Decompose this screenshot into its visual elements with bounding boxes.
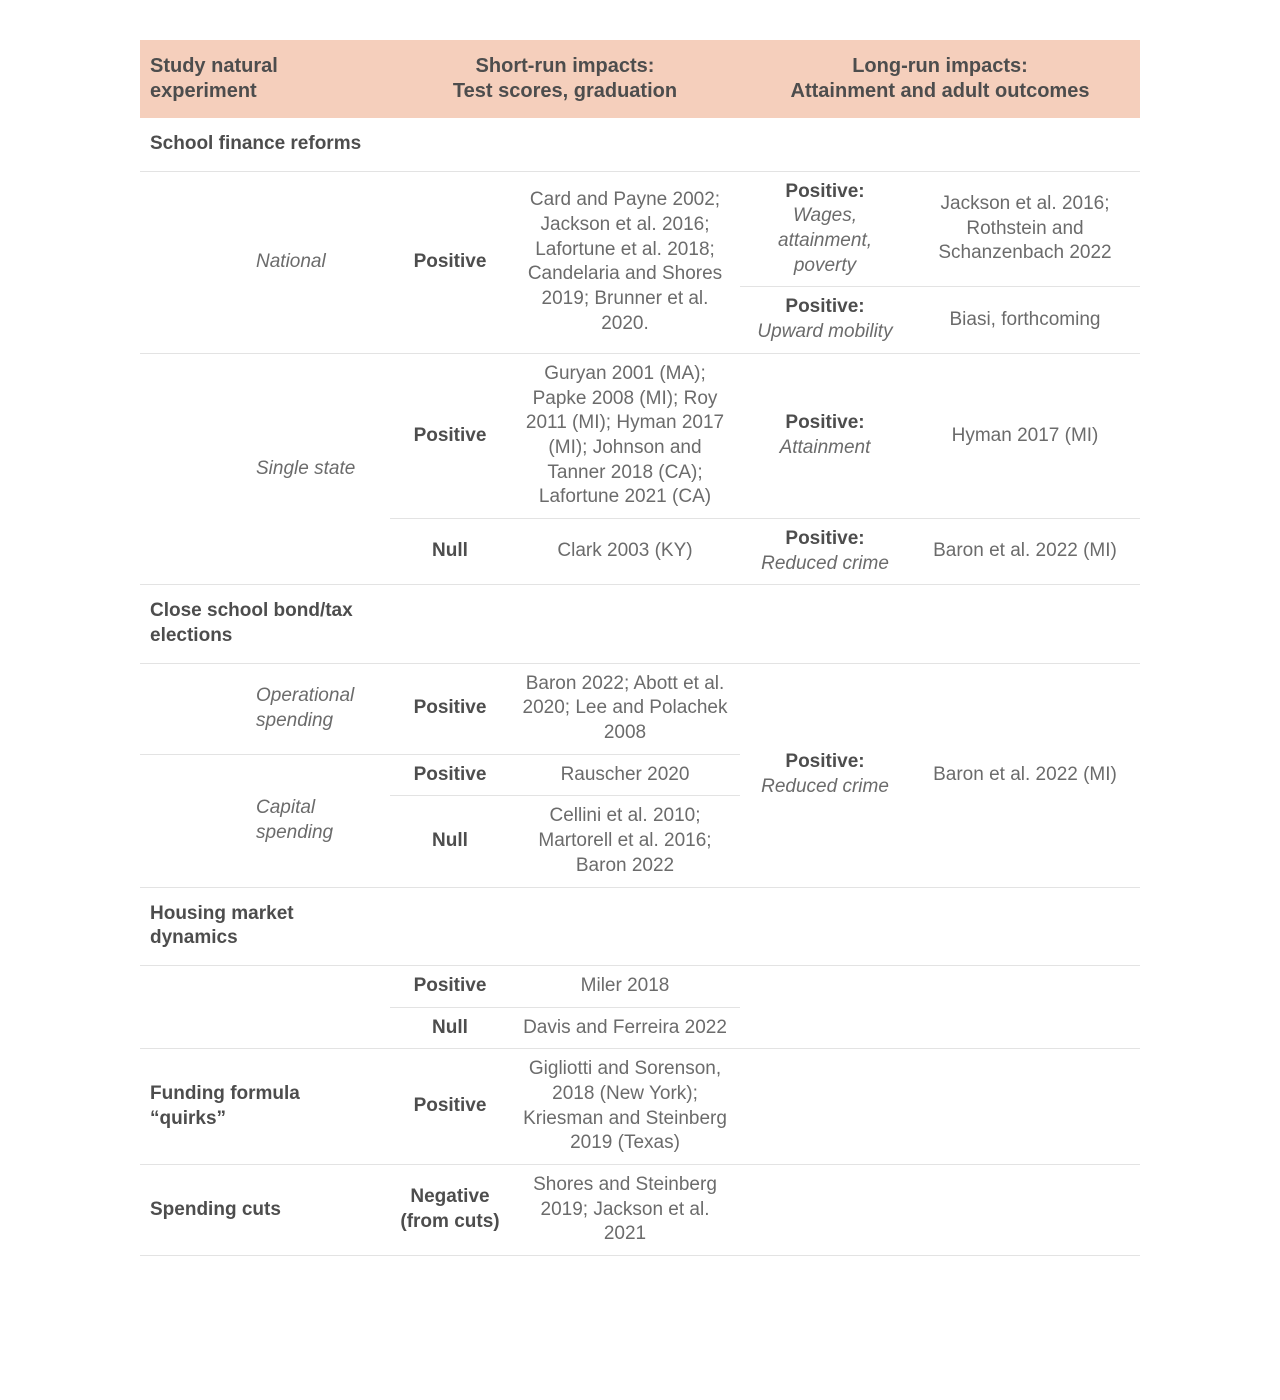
- cell-empty: [740, 965, 910, 1048]
- cites-elections-long: Baron et al. 2022 (MI): [910, 663, 1140, 887]
- section-row-housing: Housing market dynamics: [140, 887, 1140, 965]
- cell-empty: [140, 1007, 250, 1049]
- row-operational: Operational spending Positive Baron 2022…: [140, 663, 1140, 754]
- result-singlestate-long2-sub: Reduced crime: [750, 552, 900, 577]
- result-housing-short2: Null: [390, 1007, 510, 1049]
- header-row: Study natural experiment Short-run impac…: [140, 40, 1140, 118]
- result-capital-short1: Positive: [390, 754, 510, 796]
- result-elections-long-sub: Reduced crime: [750, 775, 900, 800]
- section-title-quirks: Funding formula “quirks”: [140, 1049, 390, 1165]
- result-national-long1-label: Positive:: [750, 180, 900, 205]
- cell-empty: [740, 1049, 910, 1165]
- row-cuts: Spending cuts Negative (from cuts) Shore…: [140, 1165, 1140, 1256]
- cites-singlestate-short2: Clark 2003 (KY): [510, 518, 740, 584]
- result-singlestate-long1-sub: Attainment: [750, 436, 900, 461]
- cites-operational-short: Baron 2022; Abott et al. 2020; Lee and P…: [510, 663, 740, 754]
- label-capital-spending: Capital spending: [250, 754, 390, 887]
- cites-housing-short1: Miler 2018: [510, 965, 740, 1007]
- result-quirks-short: Positive: [390, 1049, 510, 1165]
- result-elections-long-label: Positive:: [750, 750, 900, 775]
- result-singlestate-long1-label: Positive:: [750, 411, 900, 436]
- cell-empty: [140, 965, 250, 1007]
- row-housing-1: Positive Miler 2018: [140, 965, 1140, 1007]
- label-operational-spending: Operational spending: [250, 663, 390, 754]
- result-housing-short1: Positive: [390, 965, 510, 1007]
- section-row-sfr: School finance reforms: [140, 118, 1140, 171]
- cell-empty: [910, 1049, 1140, 1165]
- label-single-state: Single state: [250, 353, 390, 585]
- result-singlestate-long2: Positive: Reduced crime: [740, 518, 910, 584]
- section-title-cuts: Spending cuts: [140, 1165, 390, 1256]
- cell-empty: [250, 1007, 390, 1049]
- result-national-long2: Positive: Upward mobility: [740, 287, 910, 353]
- result-national-long2-label: Positive:: [750, 295, 900, 320]
- cell-empty: [910, 965, 1140, 1048]
- cell-empty: [250, 965, 390, 1007]
- cites-national-short: Card and Payne 2002; Jackson et al. 2016…: [510, 171, 740, 353]
- header-col3: Long-run impacts:Attainment and adult ou…: [740, 40, 1140, 118]
- result-singlestate-long1: Positive: Attainment: [740, 353, 910, 518]
- cell-empty: [140, 1256, 1140, 1257]
- header-col1: Study natural experiment: [140, 40, 390, 118]
- section-title-elections: Close school bond/tax elections: [140, 585, 390, 663]
- section-row-elections: Close school bond/tax elections: [140, 585, 1140, 663]
- row-single-state-1: Single state Positive Guryan 2001 (MA); …: [140, 353, 1140, 518]
- cell-empty: [140, 754, 250, 796]
- cites-capital-short1: Rauscher 2020: [510, 754, 740, 796]
- cell-empty: [140, 287, 250, 353]
- cell-empty: [390, 118, 1140, 171]
- result-singlestate-long2-label: Positive:: [750, 527, 900, 552]
- row-quirks: Funding formula “quirks” Positive Giglio…: [140, 1049, 1140, 1165]
- result-national-short: Positive: [390, 171, 510, 353]
- section-title-sfr: School finance reforms: [140, 118, 390, 171]
- result-singlestate-short2: Null: [390, 518, 510, 584]
- cell-empty: [140, 353, 250, 518]
- cites-housing-short2: Davis and Ferreira 2022: [510, 1007, 740, 1049]
- cites-national-long1: Jackson et al. 2016; Rothstein and Schan…: [910, 171, 1140, 287]
- header-col2: Short-run impacts:Test scores, graduatio…: [390, 40, 740, 118]
- result-national-long1: Positive: Wages, attainment, poverty: [740, 171, 910, 287]
- cites-singlestate-short1: Guryan 2001 (MA); Papke 2008 (MI); Roy 2…: [510, 353, 740, 518]
- cell-empty: [140, 796, 250, 887]
- cell-empty: [390, 585, 1140, 663]
- literature-summary-table: Study natural experiment Short-run impac…: [140, 40, 1140, 1256]
- section-title-housing: Housing market dynamics: [140, 887, 390, 965]
- result-capital-short2: Null: [390, 796, 510, 887]
- result-singlestate-short1: Positive: [390, 353, 510, 518]
- label-national: National: [250, 171, 390, 353]
- cites-cuts-short: Shores and Steinberg 2019; Jackson et al…: [510, 1165, 740, 1256]
- cites-singlestate-long2: Baron et al. 2022 (MI): [910, 518, 1140, 584]
- table: Study natural experiment Short-run impac…: [140, 40, 1140, 1256]
- cell-empty: [140, 663, 250, 754]
- result-national-long1-sub: Wages, attainment, poverty: [750, 204, 900, 278]
- cell-empty: [910, 1165, 1140, 1256]
- result-operational-short: Positive: [390, 663, 510, 754]
- cell-empty: [140, 518, 250, 584]
- cell-empty: [740, 1165, 910, 1256]
- cites-capital-short2: Cellini et al. 2010; Martorell et al. 20…: [510, 796, 740, 887]
- result-elections-long: Positive: Reduced crime: [740, 663, 910, 887]
- cell-empty: [140, 171, 250, 287]
- bottom-rule: [140, 1256, 1140, 1257]
- row-national-1: National Positive Card and Payne 2002; J…: [140, 171, 1140, 287]
- result-national-long2-sub: Upward mobility: [750, 320, 900, 345]
- cites-quirks-short: Gigliotti and Sorenson, 2018 (New York);…: [510, 1049, 740, 1165]
- cell-empty: [390, 887, 1140, 965]
- cites-singlestate-long1: Hyman 2017 (MI): [910, 353, 1140, 518]
- cites-national-long2: Biasi, forthcoming: [910, 287, 1140, 353]
- result-cuts-short: Negative (from cuts): [390, 1165, 510, 1256]
